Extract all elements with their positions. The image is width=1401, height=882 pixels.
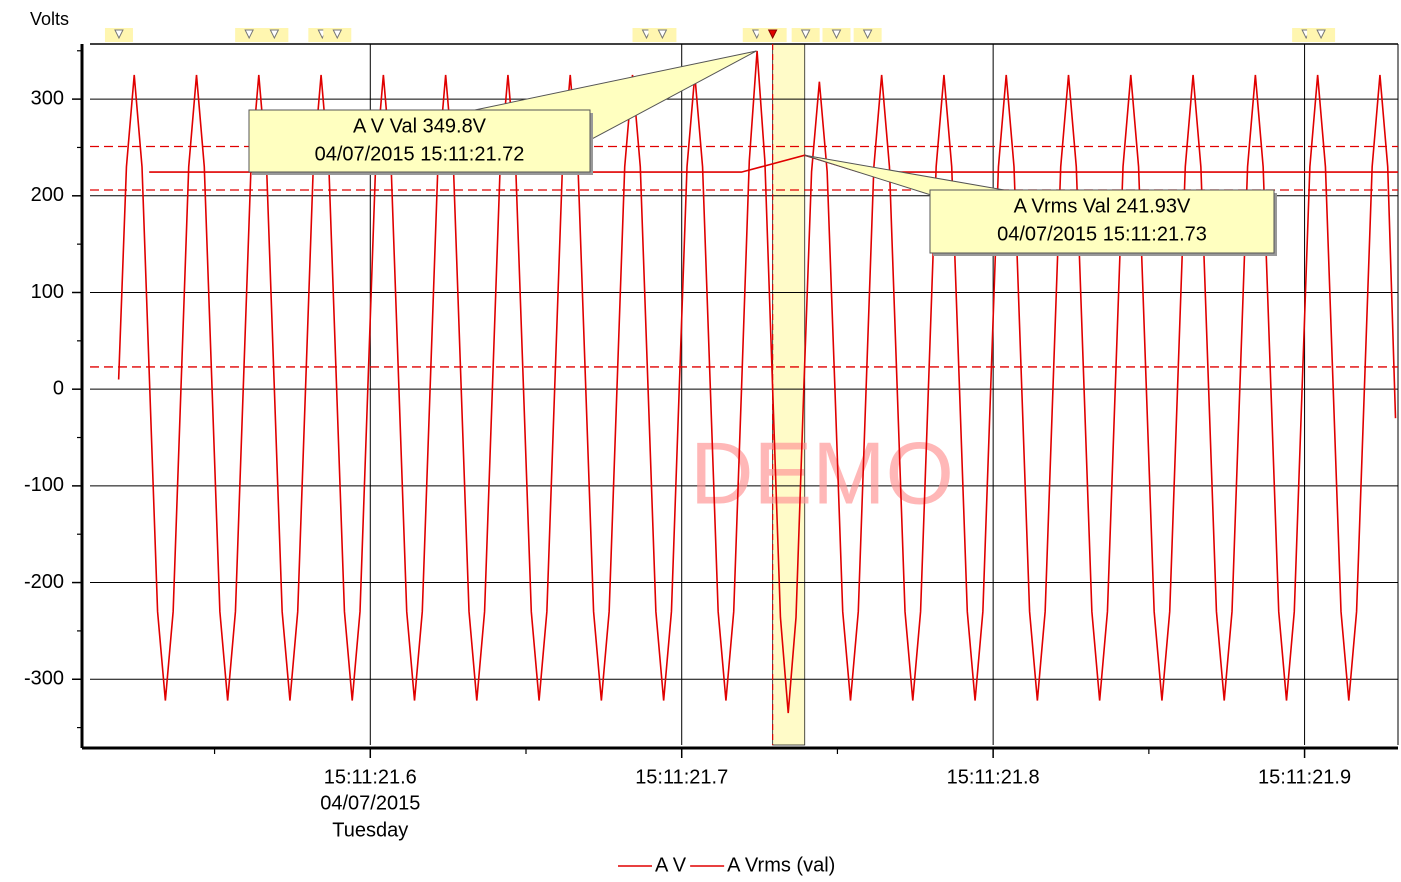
y-tick-label: -200 bbox=[24, 571, 64, 593]
y-tick-label: 0 bbox=[53, 377, 64, 399]
callout-box bbox=[248, 109, 591, 173]
callout-text: 04/07/2015 15:11:21.72 bbox=[315, 143, 525, 165]
event-marker bbox=[332, 29, 343, 40]
y-tick-label: -300 bbox=[24, 668, 64, 690]
event-marker bbox=[244, 29, 254, 40]
x-tick-label: 15:11:21.7 bbox=[635, 766, 728, 788]
event-marker bbox=[1316, 29, 1326, 40]
event-marker bbox=[657, 29, 668, 40]
y-tick-label: 300 bbox=[31, 87, 64, 109]
x-tick-label: 15:11:21.9 bbox=[1258, 766, 1351, 788]
y-tick-label: 200 bbox=[31, 184, 64, 206]
x-tick-sublabel: Tuesday bbox=[332, 819, 408, 841]
event-marker bbox=[767, 29, 778, 40]
callout: A V Val 349.8V 04/07/2015 15:11:21.72 bbox=[248, 50, 757, 175]
event-marker bbox=[862, 29, 873, 40]
legend-label: A V bbox=[655, 854, 687, 876]
callout-text: 04/07/2015 15:11:21.73 bbox=[997, 223, 1207, 245]
y-tick-label: -100 bbox=[24, 474, 64, 496]
callout-box bbox=[929, 189, 1275, 254]
y-tick-label: 100 bbox=[31, 281, 64, 303]
callout: A Vrms Val 241.93V 04/07/2015 15:11:21.73 bbox=[804, 154, 1277, 256]
event-marker bbox=[114, 29, 124, 40]
event-marker bbox=[269, 29, 280, 40]
callout-text: A Vrms Val 241.93V bbox=[1014, 195, 1191, 217]
event-marker bbox=[800, 29, 811, 40]
x-tick-sublabel: 04/07/2015 bbox=[320, 792, 420, 814]
event-marker bbox=[831, 29, 842, 40]
y-axis-label: Volts bbox=[30, 9, 69, 29]
x-tick-label: 15:11:21.6 bbox=[324, 766, 417, 788]
callout-text: A V Val 349.8V bbox=[353, 115, 487, 137]
legend-label: A Vrms (val) bbox=[727, 854, 835, 876]
watermark: DEMO bbox=[690, 423, 954, 522]
x-tick-label: 15:11:21.8 bbox=[947, 766, 1040, 788]
highlight-band bbox=[772, 43, 806, 746]
